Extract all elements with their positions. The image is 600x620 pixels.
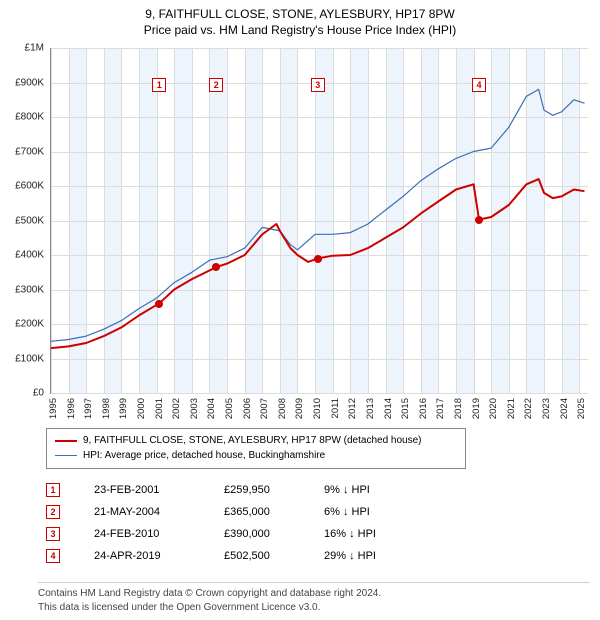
sale-marker-dot [155, 300, 163, 308]
x-tick-label: 1996 [66, 398, 77, 419]
sale-marker-box: 3 [311, 78, 325, 92]
y-tick-label: £800K [15, 112, 44, 123]
sale-price: £502,500 [224, 550, 324, 562]
x-tick-label: 1999 [118, 398, 129, 419]
x-axis: 1995 1996 1997 1998 1999 2000 2001 2002 2003 2004… [50, 396, 588, 420]
sale-marker-box: 1 [152, 78, 166, 92]
y-tick-label: £600K [15, 181, 44, 192]
x-tick-label: 2000 [136, 398, 147, 419]
sale-index-box: 4 [46, 549, 60, 563]
footer-line-2: This data is licensed under the Open Gov… [38, 601, 590, 615]
y-tick-label: £300K [15, 284, 44, 295]
legend-label-property: 9, FAITHFULL CLOSE, STONE, AYLESBURY, HP… [83, 433, 422, 448]
sale-date: 24-APR-2019 [94, 550, 224, 562]
sale-date: 24-FEB-2010 [94, 528, 224, 540]
legend-item-property: 9, FAITHFULL CLOSE, STONE, AYLESBURY, HP… [55, 433, 457, 448]
x-tick-label: 2004 [206, 398, 217, 419]
x-tick-label: 2003 [189, 398, 200, 419]
x-tick-label: 2021 [506, 398, 517, 419]
x-tick-label: 2006 [242, 398, 253, 419]
sale-index-box: 3 [46, 527, 60, 541]
chart-svg [51, 48, 588, 393]
sale-marker-dot [475, 216, 483, 224]
y-tick-label: £0 [33, 388, 44, 399]
y-tick-label: £400K [15, 250, 44, 261]
sale-pct-vs-hpi: 9% ↓ HPI [324, 484, 424, 496]
footer-line-1: Contains HM Land Registry data © Crown c… [38, 587, 590, 601]
x-tick-label: 2014 [383, 398, 394, 419]
x-tick-label: 2016 [418, 398, 429, 419]
sale-pct-vs-hpi: 6% ↓ HPI [324, 506, 424, 518]
x-tick-label: 1998 [101, 398, 112, 419]
footer: Contains HM Land Registry data © Crown c… [38, 582, 590, 614]
x-tick-label: 1995 [48, 398, 59, 419]
sales-row: 3 24-FEB-2010£390,00016% ↓ HPI [46, 523, 592, 545]
y-tick-label: £500K [15, 215, 44, 226]
sale-marker-dot [314, 255, 322, 263]
x-tick-label: 2020 [488, 398, 499, 419]
sale-price: £365,000 [224, 506, 324, 518]
sales-table: 1 23-FEB-2001£259,9509% ↓ HPI 2 21-MAY-2004… [46, 479, 592, 567]
series-line [51, 90, 585, 342]
sale-pct-vs-hpi: 29% ↓ HPI [324, 550, 424, 562]
title-line-2: Price paid vs. HM Land Registry's House … [8, 22, 592, 38]
y-tick-label: £700K [15, 146, 44, 157]
title-line-1: 9, FAITHFULL CLOSE, STONE, AYLESBURY, HP… [8, 6, 592, 22]
x-tick-label: 2010 [312, 398, 323, 419]
legend: 9, FAITHFULL CLOSE, STONE, AYLESBURY, HP… [46, 428, 466, 469]
sale-date: 23-FEB-2001 [94, 484, 224, 496]
x-tick-label: 2015 [400, 398, 411, 419]
x-tick-label: 1997 [83, 398, 94, 419]
sale-index-box: 2 [46, 505, 60, 519]
y-tick-label: £200K [15, 319, 44, 330]
y-tick-label: £1M [25, 43, 44, 54]
y-tick-label: £900K [15, 77, 44, 88]
legend-swatch-property [55, 440, 77, 442]
x-tick-label: 2017 [435, 398, 446, 419]
sale-pct-vs-hpi: 16% ↓ HPI [324, 528, 424, 540]
y-axis: £0 £100K £200K £300K £400K £500K £600K £700K £80… [8, 42, 48, 420]
x-tick-label: 2024 [559, 398, 570, 419]
x-tick-label: 2005 [224, 398, 235, 419]
chart-area: £0 £100K £200K £300K £400K £500K £600K £700K £80… [8, 42, 592, 420]
sale-price: £259,950 [224, 484, 324, 496]
legend-item-hpi: HPI: Average price, detached house, Buck… [55, 448, 457, 463]
x-tick-label: 2009 [294, 398, 305, 419]
x-tick-label: 2023 [541, 398, 552, 419]
x-tick-label: 2018 [453, 398, 464, 419]
x-tick-label: 2022 [523, 398, 534, 419]
sale-marker-dot [212, 263, 220, 271]
sale-index-box: 1 [46, 483, 60, 497]
plot-region: 1 2 3 4 [50, 48, 588, 394]
gridline-h [51, 393, 588, 394]
page-container: 9, FAITHFULL CLOSE, STONE, AYLESBURY, HP… [0, 0, 600, 620]
chart-title: 9, FAITHFULL CLOSE, STONE, AYLESBURY, HP… [8, 6, 592, 38]
sale-price: £390,000 [224, 528, 324, 540]
x-tick-label: 2002 [171, 398, 182, 419]
x-tick-label: 2025 [576, 398, 587, 419]
legend-label-hpi: HPI: Average price, detached house, Buck… [83, 448, 325, 463]
sale-marker-box: 4 [472, 78, 486, 92]
sales-row: 2 21-MAY-2004£365,0006% ↓ HPI [46, 501, 592, 523]
series-line [51, 179, 585, 348]
sales-row: 4 24-APR-2019£502,50029% ↓ HPI [46, 545, 592, 567]
x-tick-label: 2008 [277, 398, 288, 419]
x-tick-label: 2001 [154, 398, 165, 419]
legend-swatch-hpi [55, 455, 77, 456]
sales-row: 1 23-FEB-2001£259,9509% ↓ HPI [46, 479, 592, 501]
x-tick-label: 2019 [471, 398, 482, 419]
sale-date: 21-MAY-2004 [94, 506, 224, 518]
x-tick-label: 2007 [259, 398, 270, 419]
y-tick-label: £100K [15, 353, 44, 364]
x-tick-label: 2013 [365, 398, 376, 419]
x-tick-label: 2011 [330, 398, 341, 418]
sale-marker-box: 2 [209, 78, 223, 92]
x-tick-label: 2012 [347, 398, 358, 419]
